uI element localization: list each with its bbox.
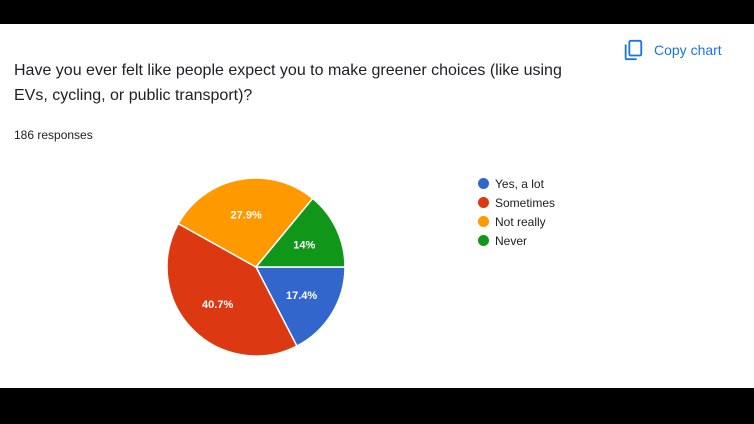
pie-slice-label: 27.9% — [231, 210, 262, 222]
pie-slice-label: 17.4% — [286, 290, 317, 302]
copy-chart-label: Copy chart — [654, 42, 722, 58]
legend-item[interactable]: Never — [478, 231, 555, 250]
legend-item[interactable]: Yes, a lot — [478, 174, 555, 193]
legend-label: Not really — [495, 214, 546, 229]
legend-label: Sometimes — [495, 195, 556, 210]
legend-label: Never — [495, 233, 528, 248]
pie-slice-label: 40.7% — [202, 299, 233, 311]
pie-slice-label: 14% — [293, 239, 315, 251]
copy-icon — [624, 39, 643, 61]
legend-swatch — [478, 235, 489, 246]
legend-swatch — [478, 216, 489, 227]
pie-slice-not-really[interactable] — [177, 177, 314, 268]
response-count: 186 responses — [14, 128, 93, 142]
pie-chart: 17.4% 40.7% 27.9% 14% — [166, 177, 346, 357]
chart-card: Copy chart Have you ever felt like peopl… — [0, 24, 754, 388]
chart-legend: Yes, a lot Sometimes Not really Never — [478, 174, 555, 250]
pie-slice-yes-a-lot[interactable] — [254, 266, 346, 348]
legend-item[interactable]: Sometimes — [478, 193, 555, 212]
pie-slice-sometimes[interactable] — [166, 222, 298, 357]
legend-label: Yes, a lot — [495, 176, 544, 191]
pie-slice-never[interactable] — [254, 197, 346, 268]
legend-item[interactable]: Not really — [478, 212, 555, 231]
legend-swatch — [478, 197, 489, 208]
legend-swatch — [478, 178, 489, 189]
question-title: Have you ever felt like people expect yo… — [14, 62, 562, 104]
copy-chart-button[interactable]: Copy chart — [622, 38, 722, 62]
